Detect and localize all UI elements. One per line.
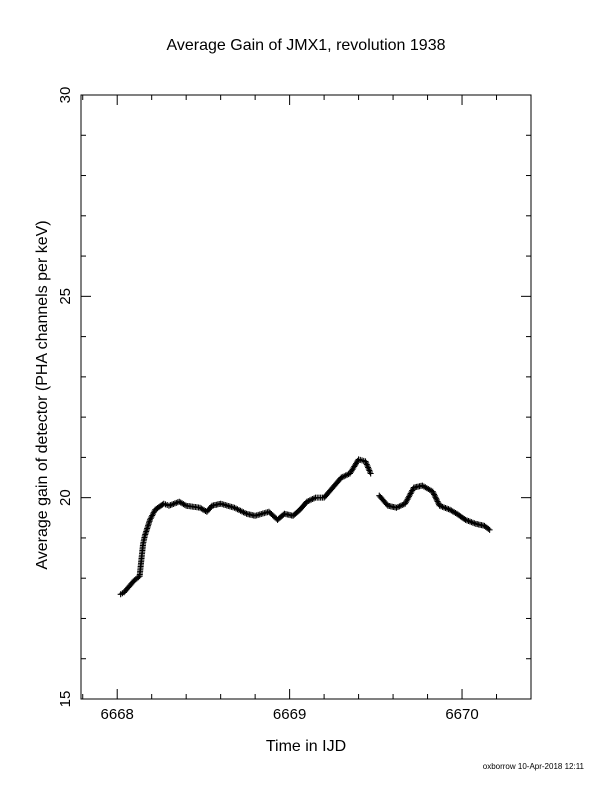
y-tick-label: 20 (57, 489, 74, 506)
data-point (435, 499, 442, 506)
data-point (308, 496, 315, 503)
data-point (181, 501, 188, 508)
y-tick-label: 15 (57, 691, 74, 708)
data-point (429, 488, 436, 495)
data-point (305, 498, 312, 505)
tick-labels: 15 20 25 30 6668 6669 6670 (57, 87, 479, 723)
data-point (303, 498, 310, 505)
x-tick-label: 6670 (445, 706, 478, 723)
x-tick-label: 6668 (101, 706, 134, 723)
data-point (430, 490, 437, 497)
data-point (396, 503, 403, 510)
data-point (461, 515, 468, 522)
data-point (433, 497, 440, 504)
data-point (431, 492, 438, 499)
y-tick-label: 30 (57, 87, 74, 104)
x-axis-label: Time in IJD (265, 738, 347, 755)
data-point (432, 494, 439, 501)
data-point (306, 497, 313, 504)
data-point (341, 473, 348, 480)
data-point (433, 495, 440, 502)
data-point (367, 470, 374, 477)
chart-title: Average Gain of JMX1, revolution 1938 (166, 37, 446, 54)
plot-border (80, 94, 532, 700)
data-point (486, 526, 493, 533)
data-point (344, 471, 351, 478)
footer-stamp: oxborrow 10-Apr-2018 12:11 (482, 762, 584, 771)
data-point (311, 495, 318, 502)
data-point (485, 525, 492, 532)
data-point (397, 502, 404, 509)
x-tick-label: 6669 (273, 706, 306, 723)
data-point (399, 502, 406, 509)
axis-ticks (81, 94, 532, 700)
data-point (434, 498, 441, 505)
data-point (339, 473, 346, 480)
data-point (338, 474, 345, 481)
plot-frame (80, 94, 532, 700)
data-point (309, 496, 316, 503)
data-point (393, 504, 400, 511)
data-point (342, 472, 349, 479)
y-tick-label: 25 (57, 288, 74, 305)
data-point (394, 504, 401, 511)
data-points (117, 456, 493, 598)
data-point (431, 491, 438, 498)
